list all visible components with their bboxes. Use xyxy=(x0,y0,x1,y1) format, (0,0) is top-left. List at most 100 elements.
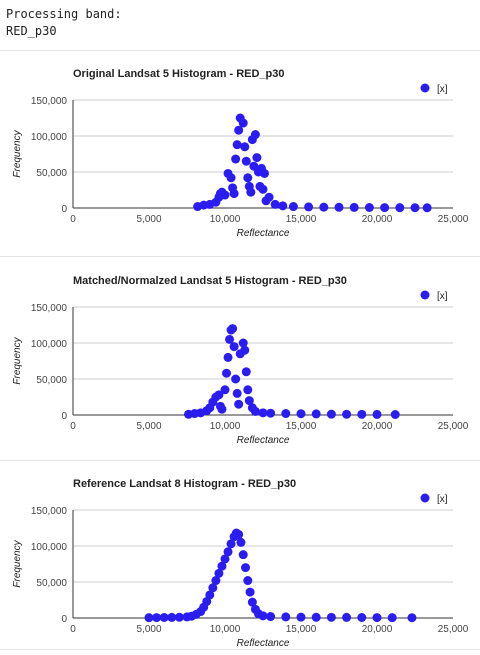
data-point xyxy=(252,153,262,163)
data-point xyxy=(288,202,298,212)
data-point xyxy=(243,173,253,183)
data-point xyxy=(357,612,367,622)
data-point xyxy=(410,203,420,213)
data-point xyxy=(222,368,232,378)
data-point xyxy=(214,390,224,400)
data-point xyxy=(372,613,382,623)
data-point xyxy=(326,409,336,419)
data-point xyxy=(246,187,256,197)
y-tick-label: 100,000 xyxy=(31,542,68,553)
x-tick-label: 25,000 xyxy=(438,214,469,225)
data-point xyxy=(167,612,177,622)
x-tick-label: 20,000 xyxy=(362,214,393,225)
data-point xyxy=(220,385,230,395)
y-tick-label: 0 xyxy=(61,411,67,422)
data-point xyxy=(241,156,251,166)
x-tick-label: 15,000 xyxy=(286,421,317,432)
data-point xyxy=(390,409,400,419)
data-point xyxy=(234,399,244,409)
data-point xyxy=(247,597,257,607)
data-point xyxy=(372,409,382,419)
data-point xyxy=(407,613,417,623)
x-axis-label: Reflectance xyxy=(237,638,290,649)
data-point xyxy=(334,202,344,212)
data-point xyxy=(357,409,367,419)
y-tick-label: 150,000 xyxy=(31,303,68,314)
data-point xyxy=(245,587,255,597)
console-line-label: Processing band: xyxy=(6,7,122,21)
data-point xyxy=(241,367,251,377)
data-point xyxy=(260,168,270,178)
data-point xyxy=(229,342,239,352)
y-tick-label: 100,000 xyxy=(31,132,68,143)
data-point xyxy=(205,590,215,600)
data-point xyxy=(159,612,169,622)
data-point xyxy=(223,547,233,557)
chart-panel-matched: Matched/Normalzed Landsat 5 Histogram - … xyxy=(0,262,480,462)
data-point xyxy=(258,611,268,621)
data-point xyxy=(311,409,321,419)
chart-panel-original: Original Landsat 5 Histogram - RED_p30 [x… xyxy=(0,55,480,255)
data-point xyxy=(250,130,260,140)
data-point xyxy=(225,334,235,344)
data-point xyxy=(387,613,397,623)
y-tick-label: 50,000 xyxy=(36,168,67,179)
data-point xyxy=(174,612,184,622)
data-point xyxy=(278,201,288,211)
data-point xyxy=(226,173,236,183)
data-point xyxy=(229,189,239,199)
data-point xyxy=(244,396,254,406)
data-point xyxy=(258,184,268,194)
y-axis-label: Frequency xyxy=(12,539,23,587)
data-point xyxy=(228,324,238,334)
legend-marker xyxy=(420,493,430,503)
data-point xyxy=(234,125,244,135)
separator xyxy=(0,256,480,257)
y-tick-label: 150,000 xyxy=(31,506,68,517)
x-tick-label: 5,000 xyxy=(136,421,161,432)
data-point xyxy=(319,202,329,212)
x-tick-label: 0 xyxy=(70,214,76,225)
data-point xyxy=(240,142,250,152)
x-tick-label: 0 xyxy=(70,624,76,635)
chart-title: Reference Landsat 8 Histogram - RED_p30 xyxy=(73,478,296,490)
data-point xyxy=(311,612,321,622)
data-point xyxy=(266,408,276,418)
y-axis-label: Frequency xyxy=(12,129,23,177)
data-point xyxy=(296,409,306,419)
x-axis-label: Reflectance xyxy=(237,435,290,446)
data-point xyxy=(144,613,154,623)
data-point xyxy=(226,539,236,549)
data-point xyxy=(380,203,390,213)
data-point xyxy=(220,190,230,200)
data-point xyxy=(395,203,405,213)
x-tick-label: 10,000 xyxy=(210,624,241,635)
legend-marker xyxy=(420,83,430,93)
data-point xyxy=(349,202,359,212)
data-point xyxy=(270,199,280,209)
chart-panel-reference: Reference Landsat 8 Histogram - RED_p30 [… xyxy=(0,465,480,650)
data-point xyxy=(304,202,314,212)
data-point xyxy=(231,154,241,164)
y-axis-label: Frequency xyxy=(12,336,23,384)
chart-reference-histogram: Reference Landsat 8 Histogram - RED_p30 [… xyxy=(12,478,469,649)
x-tick-label: 25,000 xyxy=(438,624,469,635)
x-tick-label: 5,000 xyxy=(136,214,161,225)
data-point xyxy=(342,612,352,622)
y-tick-label: 150,000 xyxy=(31,96,68,107)
x-tick-label: 15,000 xyxy=(286,624,317,635)
data-point xyxy=(364,202,374,212)
x-tick-label: 20,000 xyxy=(362,624,393,635)
legend-label: [x] xyxy=(437,291,448,302)
data-point xyxy=(238,338,248,348)
x-tick-label: 25,000 xyxy=(438,421,469,432)
data-point xyxy=(296,612,306,622)
data-point xyxy=(258,408,268,418)
data-point xyxy=(250,406,260,416)
data-point xyxy=(243,385,253,395)
separator xyxy=(0,50,480,51)
data-point xyxy=(208,583,218,593)
chart-title: Original Landsat 5 Histogram - RED_p30 xyxy=(73,68,285,80)
data-point xyxy=(266,612,276,622)
chart-matched-histogram: Matched/Normalzed Landsat 5 Histogram - … xyxy=(12,275,469,446)
